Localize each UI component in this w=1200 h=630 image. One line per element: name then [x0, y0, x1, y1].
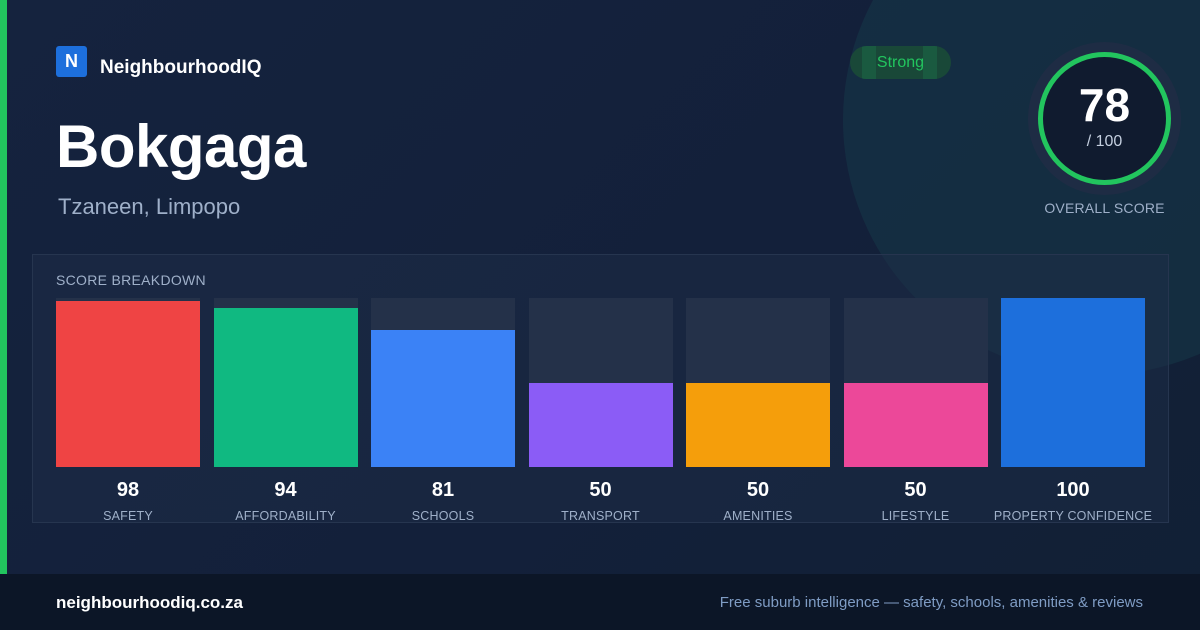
bar-fill-property-confidence	[1001, 298, 1145, 467]
suburb-location: Tzaneen, Limpopo	[58, 194, 241, 219]
score-ring-inner	[1042, 56, 1167, 181]
bar-fill-amenities	[686, 382, 830, 467]
bar-value: 50	[746, 479, 770, 501]
bar-value: 100	[1056, 479, 1090, 501]
bar-fill-safety	[56, 301, 200, 467]
bar-label: SAFETY	[103, 509, 153, 523]
bar-value: 94	[274, 479, 297, 501]
bar-property-confidence: 100 PROPERTY CONFIDENCE	[994, 298, 1152, 523]
bar-amenities: 50 AMENITIES	[686, 298, 830, 523]
bar-lifestyle: 50 LIFESTYLE	[843, 298, 988, 523]
bar-transport: 50 TRANSPORT	[528, 298, 673, 523]
bar-track	[843, 298, 988, 467]
score-ring	[1028, 42, 1181, 195]
bar-value: 50	[589, 479, 612, 501]
rating-badge: Strong	[850, 46, 951, 79]
accent-bar	[0, 0, 7, 574]
bar-value: 81	[431, 479, 455, 501]
footer-url-link[interactable]: neighbourhoodiq.co.za	[56, 593, 243, 612]
bar-fill-affordability	[213, 308, 358, 467]
bar-value: 50	[904, 479, 927, 501]
bar-track	[686, 298, 830, 467]
bar-fill-transport	[528, 382, 673, 467]
rating-badge-label: Strong	[876, 53, 925, 71]
bar-fill-lifestyle	[843, 382, 988, 467]
bar-label: SCHOOLS	[411, 509, 475, 523]
bar-label: AFFORDABILITY	[235, 509, 336, 523]
bar-schools: 81 SCHOOLS	[371, 298, 515, 523]
overall-score-max: / 100	[1086, 133, 1123, 150]
suburb-title: Bokgaga	[56, 113, 306, 180]
bar-affordability: 94 AFFORDABILITY	[213, 298, 358, 523]
bar-label: TRANSPORT	[561, 509, 640, 523]
bar-safety: 98 SAFETY	[56, 298, 200, 523]
brand-name: NeighbourhoodIQ	[100, 56, 262, 78]
bar-track	[371, 298, 515, 467]
score-breakdown-panel: SCORE BREAKDOWN 98 SAFETY 94 AFFORDABILITY 8…	[32, 254, 1169, 523]
footer-tagline: Free suburb intelligence — safety, schoo…	[719, 594, 1143, 611]
footer: neighbourhoodiq.co.za Free suburb intell…	[0, 574, 1200, 630]
bar-fill-schools	[371, 330, 515, 467]
bar-label: LIFESTYLE	[881, 509, 950, 523]
score-ring-arc	[1038, 52, 1171, 185]
overall-score-label: OVERALL SCORE	[1044, 200, 1165, 216]
bar-label: PROPERTY CONFIDENCE	[993, 509, 1153, 523]
bar-track	[1001, 298, 1145, 467]
bar-track	[528, 298, 673, 467]
brand-logo-icon: N	[56, 46, 87, 77]
bar-track	[56, 298, 200, 467]
bar-track	[213, 298, 358, 467]
bar-value: 98	[116, 479, 140, 501]
overall-score: 78	[1078, 79, 1131, 131]
breakdown-title: SCORE BREAKDOWN	[56, 272, 206, 288]
bar-label: AMENITIES	[723, 509, 793, 523]
brand[interactable]: N NeighbourhoodIQ	[56, 46, 262, 78]
